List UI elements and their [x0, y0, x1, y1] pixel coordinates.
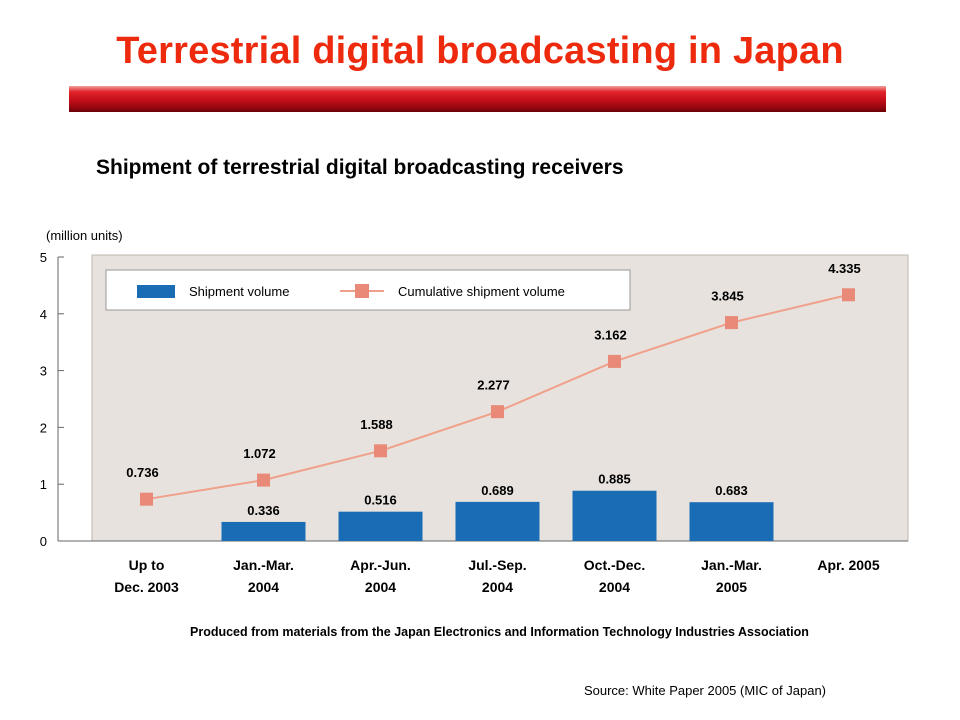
- x-tick-label: Jan.-Mar. 2004: [233, 557, 294, 595]
- x-tick-label: Apr. 2005: [817, 557, 879, 573]
- line-data-label: 4.335: [828, 261, 861, 276]
- bar-data-label: 0.336: [247, 503, 280, 518]
- line-data-label: 0.736: [126, 465, 159, 480]
- x-tick-label: Oct.-Dec. 2004: [584, 557, 645, 595]
- chart-source-note: Produced from materials from the Japan E…: [190, 625, 809, 639]
- bar-data-label: 0.683: [715, 483, 748, 498]
- line-data-label: 1.588: [360, 417, 393, 432]
- slide-title: Terrestrial digital broadcasting in Japa…: [116, 30, 844, 72]
- x-tick-label: Apr.-Jun. 2004: [350, 557, 411, 595]
- line-point: [842, 288, 855, 302]
- bar: [689, 502, 774, 541]
- line-data-label: 3.845: [711, 289, 744, 304]
- line-point: [608, 354, 621, 368]
- line-point: [140, 492, 153, 506]
- bar: [572, 490, 657, 541]
- legend-bar-label: Shipment volume: [189, 284, 289, 299]
- y-tick-label: 0: [40, 534, 47, 549]
- line-series: 0.736 1.072 1.588 2.277 3.162 3.845 4.335: [126, 261, 861, 506]
- bar: [221, 521, 306, 541]
- bar-data-label: 0.516: [364, 493, 397, 508]
- line-point: [257, 473, 270, 487]
- bar-data-label: 0.689: [481, 483, 514, 498]
- legend-line-label: Cumulative shipment volume: [398, 284, 565, 299]
- line-point: [725, 316, 738, 330]
- bar-series: 0.336 0.516 0.689 0.885 0.683: [221, 472, 774, 541]
- y-tick-label: 1: [40, 477, 47, 492]
- x-tick-label: Jan.-Mar. 2005: [701, 557, 762, 595]
- bar: [338, 511, 423, 541]
- y-tick-label: 5: [40, 250, 47, 265]
- y-unit-label: (million units): [46, 228, 123, 243]
- y-tick-label: 2: [40, 420, 47, 435]
- bar-data-label: 0.885: [598, 472, 631, 487]
- legend-bar-swatch: [137, 285, 175, 298]
- title-underline-bar: [69, 86, 886, 112]
- line-point: [491, 405, 504, 419]
- legend-line-marker: [355, 284, 369, 298]
- bar: [455, 501, 540, 541]
- y-tick-label: 4: [40, 307, 47, 322]
- line-point: [374, 444, 387, 458]
- y-ticks: 0 1 2 3 4 5: [40, 250, 64, 549]
- x-tick-label: Jul.-Sep. 2004: [468, 557, 526, 595]
- x-tick-labels: Up to Dec. 2003 Jan.-Mar. 2004 Apr.-Jun. 2004…: [114, 557, 880, 595]
- chart-subtitle: Shipment of terrestrial digital broadcas…: [96, 156, 624, 179]
- line-data-label: 1.072: [243, 446, 276, 461]
- line-data-label: 2.277: [477, 378, 510, 393]
- line-data-label: 3.162: [594, 327, 627, 342]
- x-tick-label: Up to Dec. 2003: [114, 557, 179, 595]
- legend: Shipment volume Cumulative shipment volu…: [105, 269, 631, 311]
- y-tick-label: 3: [40, 364, 47, 379]
- source-citation: Source: White Paper 2005 (MIC of Japan): [583, 683, 826, 698]
